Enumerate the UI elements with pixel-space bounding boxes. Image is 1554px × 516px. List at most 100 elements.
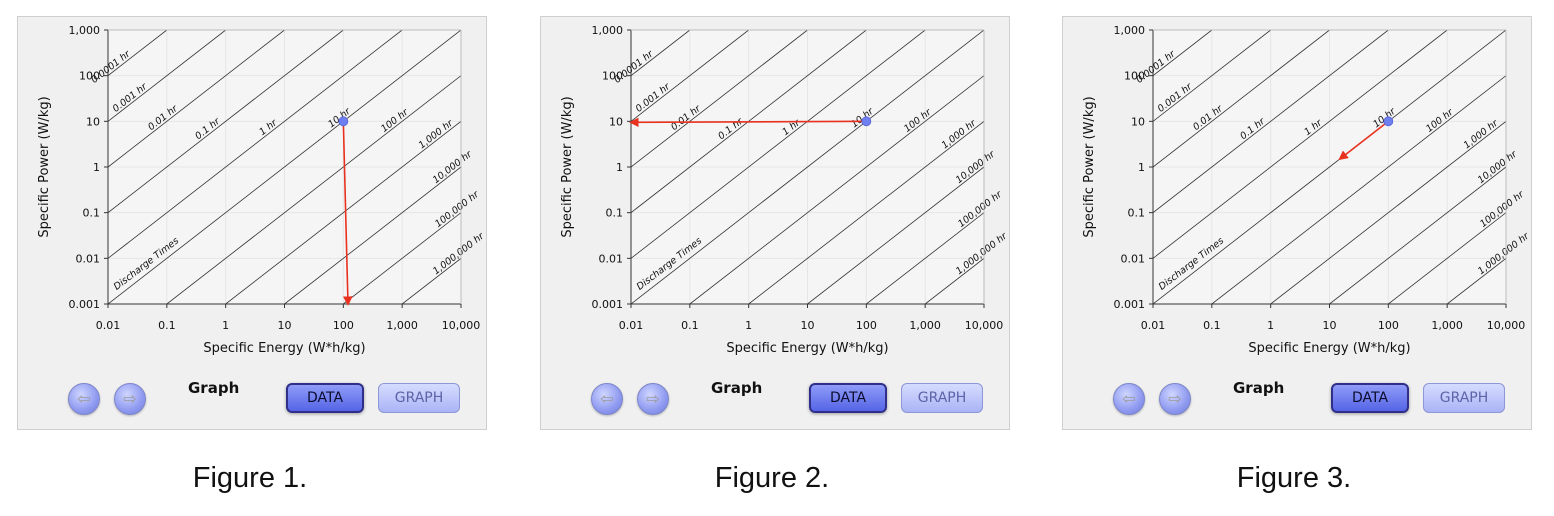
y-tick-label: 0.1 xyxy=(1128,207,1146,220)
x-tick-label: 0.01 xyxy=(619,319,644,332)
y-tick-label: 1,000 xyxy=(1114,24,1146,37)
y-tick-label: 10 xyxy=(609,115,623,128)
y-tick-label: 0.01 xyxy=(1121,252,1146,265)
arrow-left-icon: ⇦ xyxy=(1122,389,1136,408)
y-tick-label: 1,000 xyxy=(69,24,101,37)
x-tick-label: 10,000 xyxy=(1487,319,1526,332)
discharge-line xyxy=(1153,30,1213,76)
back-arrow-button[interactable]: ⇦ xyxy=(68,383,100,415)
arrow-left-icon: ⇦ xyxy=(600,389,614,408)
discharge-line xyxy=(1329,166,1506,304)
y-tick-label: 0.001 xyxy=(592,298,624,311)
discharge-line xyxy=(108,30,461,304)
y-tick-label: 1,000 xyxy=(592,24,624,37)
x-tick-label: 0.1 xyxy=(681,319,699,332)
x-tick-label: 1 xyxy=(222,319,229,332)
graph-title-label: Graph xyxy=(711,379,763,397)
arrow-right-icon: ⇨ xyxy=(646,389,660,408)
y-tick-label: 10 xyxy=(86,115,100,128)
discharge-line xyxy=(108,30,344,213)
figure-caption-3: Figure 3. xyxy=(1236,462,1352,494)
figure-caption-2: Figure 2. xyxy=(714,462,830,494)
discharge-line xyxy=(631,30,749,122)
discharge-line xyxy=(631,30,984,304)
back-arrow-button[interactable]: ⇦ xyxy=(1113,383,1145,415)
data-point xyxy=(1383,116,1394,127)
graph-tab-button[interactable]: GRAPH xyxy=(1423,383,1505,413)
direction-arrow xyxy=(342,121,353,306)
x-axis-label: Specific Energy (W*h/kg) xyxy=(726,341,888,356)
data-point xyxy=(861,116,872,127)
figure-panel-1: 0.0001 hr 0.001 hr 0.01 hr 0.1 hr 1 hr 10 hr 1… xyxy=(17,16,487,430)
discharge-line xyxy=(924,258,984,304)
arrow-left-icon: ⇦ xyxy=(77,389,91,408)
discharge-line xyxy=(108,30,226,122)
y-axis-label: Specific Power (W/kg) xyxy=(560,96,575,237)
y-tick-label: 0.001 xyxy=(69,298,101,311)
chart-3: 0.0001 hr0.001 hr0.01 hr 0.1 hr 1 hr 10 hr 1… xyxy=(1082,24,1532,356)
x-tick-label: 10,000 xyxy=(442,319,481,332)
figure-panel-2: 0.0001 hr 0.001 hr 0.01 hr 0.1 hr 1 hr 10 hr 1… xyxy=(540,16,1010,430)
x-tick-label: 1 xyxy=(745,319,752,332)
y-tick-label: 1 xyxy=(616,161,623,174)
discharge-lines-group xyxy=(1153,30,1506,304)
data-tab-button[interactable]: DATA xyxy=(809,383,887,413)
discharge-line xyxy=(1211,75,1506,304)
x-tick-label: 10 xyxy=(1323,319,1337,332)
back-arrow-button[interactable]: ⇦ xyxy=(591,383,623,415)
y-tick-label: 0.1 xyxy=(606,207,624,220)
y-tick-label: 1 xyxy=(1138,161,1145,174)
forward-arrow-button[interactable]: ⇨ xyxy=(1159,383,1191,415)
discharge-line xyxy=(631,30,808,168)
discharge-line xyxy=(343,212,461,304)
discharge-line xyxy=(1446,258,1506,304)
data-tab-button[interactable]: DATA xyxy=(286,383,364,413)
discharge-line xyxy=(284,166,461,304)
y-tick-label: 100 xyxy=(602,70,623,83)
discharge-line xyxy=(807,166,984,304)
discharge-line xyxy=(1153,30,1448,259)
y-tick-label: 0.01 xyxy=(76,252,101,265)
x-tick-label: 100 xyxy=(1378,319,1399,332)
discharge-lines-group xyxy=(108,30,461,304)
x-tick-label: 100 xyxy=(856,319,877,332)
figure-panel-3: 0.0001 hr 0.001 hr 0.01 hr 0.1 hr 1 hr 10 hr 1… xyxy=(1062,16,1532,430)
discharge-line xyxy=(108,30,168,76)
discharge-line xyxy=(631,30,691,76)
chart-2: 0.0001 hr0.001 hr0.01 hr 0.1 hr 1 hr 10 hr 1… xyxy=(560,24,1010,356)
graph-title-label: Graph xyxy=(188,379,240,397)
discharge-line xyxy=(225,121,461,304)
graph-tab-button[interactable]: GRAPH xyxy=(901,383,983,413)
x-axis-label: Specific Energy (W*h/kg) xyxy=(1248,341,1410,356)
discharge-line xyxy=(631,30,926,259)
y-axis-label: Specific Power (W/kg) xyxy=(37,96,52,237)
forward-arrow-button[interactable]: ⇨ xyxy=(114,383,146,415)
y-tick-label: 0.1 xyxy=(83,207,101,220)
data-tab-button[interactable]: DATA xyxy=(1331,383,1409,413)
discharge-line xyxy=(1153,30,1330,168)
x-tick-label: 1 xyxy=(1267,319,1274,332)
arrow-right-icon: ⇨ xyxy=(123,389,137,408)
y-tick-label: 100 xyxy=(1124,70,1145,83)
graph-tab-button[interactable]: GRAPH xyxy=(378,383,460,413)
direction-arrow xyxy=(1338,120,1389,161)
discharge-line xyxy=(689,75,984,304)
figure-caption-1: Figure 1. xyxy=(192,462,308,494)
y-tick-label: 10 xyxy=(1131,115,1145,128)
x-tick-label: 0.01 xyxy=(96,319,121,332)
x-tick-label: 1,000 xyxy=(909,319,941,332)
discharge-line xyxy=(1153,30,1506,304)
discharge-line xyxy=(1388,212,1506,304)
forward-arrow-button[interactable]: ⇨ xyxy=(637,383,669,415)
y-axis-label: Specific Power (W/kg) xyxy=(1082,96,1097,237)
chart-1: 0.0001 hr0.001 hr0.01 hr 0.1 hr 1 hr 10 hr 1… xyxy=(37,24,487,356)
x-tick-label: 1,000 xyxy=(386,319,418,332)
x-tick-label: 0.1 xyxy=(158,319,176,332)
y-tick-label: 0.01 xyxy=(599,252,624,265)
discharge-line xyxy=(748,121,984,304)
direction-arrow xyxy=(629,117,867,128)
x-tick-label: 1,000 xyxy=(1431,319,1463,332)
x-tick-label: 10,000 xyxy=(965,319,1004,332)
x-tick-label: 10 xyxy=(801,319,815,332)
graph-title-label: Graph xyxy=(1233,379,1285,397)
